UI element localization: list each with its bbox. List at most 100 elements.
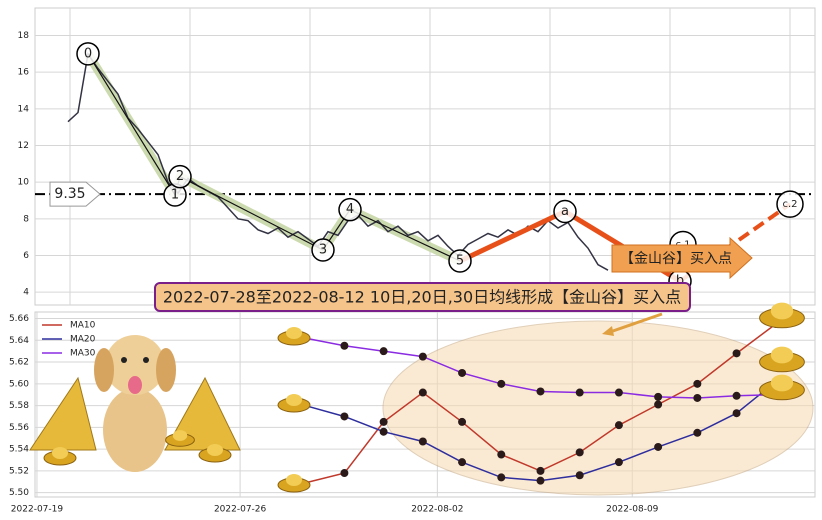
ingot-decoration (770, 374, 794, 392)
wave-point (76, 42, 100, 66)
y-tick-label: 5.60 (9, 379, 29, 389)
dog-decoration (105, 335, 165, 395)
ma-point (340, 412, 349, 421)
y-tick-label: 4 (23, 288, 29, 298)
wave-point (553, 199, 577, 224)
ingot-decoration (770, 302, 794, 320)
ma-point (536, 466, 545, 475)
y-tick-label: 5.66 (9, 314, 29, 324)
x-tick-label: 2022-08-02 (411, 505, 463, 515)
pointer-head (602, 326, 614, 336)
ma-point (458, 417, 467, 426)
ingot-decoration (770, 346, 794, 364)
dog-decoration (94, 348, 114, 392)
ma-point (458, 458, 467, 467)
y-tick-label: 5.56 (9, 423, 29, 433)
ma-point (458, 368, 467, 377)
ma-point (497, 450, 506, 459)
y-tick-label: 8 (23, 214, 29, 224)
ma-point (418, 437, 427, 446)
ma-point (497, 473, 506, 482)
banner-text: 2022-07-28至2022-08-12 10日,20日,30日均线形成【金山… (163, 288, 681, 307)
ingot-decoration (286, 394, 302, 406)
wave-label: 1 (171, 188, 179, 203)
wave-label: 0 (84, 46, 92, 61)
ma-point (418, 352, 427, 361)
ma-point (497, 379, 506, 388)
pointer-arrow (609, 312, 663, 334)
wave-label: 5 (456, 254, 464, 269)
ma-point (379, 427, 388, 436)
wave-label: 3 (319, 243, 327, 258)
ma-point (614, 421, 623, 430)
y-tick-label: 18 (18, 31, 30, 41)
wave-point (168, 164, 192, 189)
ma-point (536, 476, 545, 485)
ma-point (418, 388, 427, 397)
ma-point (536, 387, 545, 396)
y-tick-label: 6 (23, 251, 29, 261)
callout-text: 【金山谷】买入点 (620, 251, 732, 267)
y-tick-label: 5.58 (9, 401, 29, 411)
wave-label: b (676, 274, 684, 289)
y-tick-label: 5.54 (9, 445, 29, 455)
x-tick-label: 2022-08-09 (606, 505, 659, 515)
ma-point (693, 428, 702, 437)
y-tick-label: 14 (18, 104, 30, 114)
wave-point (776, 190, 804, 218)
ma-point (340, 341, 349, 350)
reference-label: 9.35 (54, 186, 85, 202)
y-tick-label: 5.62 (9, 358, 29, 368)
ingot-decoration (286, 327, 302, 339)
label-arrow (49, 181, 101, 207)
ma-point (614, 458, 623, 467)
wave-point (338, 197, 362, 222)
ma-point (693, 393, 702, 402)
x-tick-label: 2022-07-19 (11, 505, 64, 515)
callout-arrow (611, 236, 753, 280)
ma-point (732, 391, 741, 400)
y-tick-label: 16 (18, 68, 30, 78)
ma-point (732, 409, 741, 418)
legend-label: MA10 (70, 321, 96, 331)
ma-point (614, 388, 623, 397)
ingot-decoration (286, 474, 302, 486)
ma-point (654, 442, 663, 451)
dog-decoration (121, 357, 127, 363)
wave-point (448, 249, 472, 273)
legend-label: MA20 (70, 335, 96, 345)
ma-point (693, 379, 702, 388)
x-tick-label: 2022-07-26 (214, 505, 267, 515)
highlight-zone (382, 320, 814, 496)
ingot-decoration (207, 444, 223, 456)
y-tick-label: 5.52 (9, 466, 29, 476)
wave-label: a (561, 204, 569, 219)
ingot-decoration (172, 430, 188, 441)
banner-box (154, 282, 691, 312)
dog-decoration (156, 348, 176, 392)
wave-line (87, 53, 461, 262)
y-tick-label: 5.64 (9, 336, 29, 346)
ma-point (575, 471, 584, 480)
wave-label: 4 (346, 202, 354, 217)
ma-point (654, 400, 663, 409)
y-tick-label: 5.50 (9, 488, 29, 498)
ma-point (732, 349, 741, 358)
ma-point (575, 388, 584, 397)
legend-label: MA30 (70, 349, 96, 359)
y-tick-label: 10 (18, 178, 30, 188)
ma-point (379, 347, 388, 356)
wave-point (311, 238, 335, 262)
ma-point (379, 417, 388, 426)
wave-label: 2 (176, 169, 184, 184)
y-tick-label: 12 (18, 141, 29, 151)
dog-decoration (103, 388, 167, 472)
dog-decoration (143, 357, 149, 363)
ma-point (654, 392, 663, 401)
ma-point (340, 469, 349, 478)
ma-point (575, 448, 584, 457)
wave-label: c.2 (782, 199, 797, 210)
ingot-decoration (52, 447, 68, 459)
dog-decoration (128, 376, 142, 394)
